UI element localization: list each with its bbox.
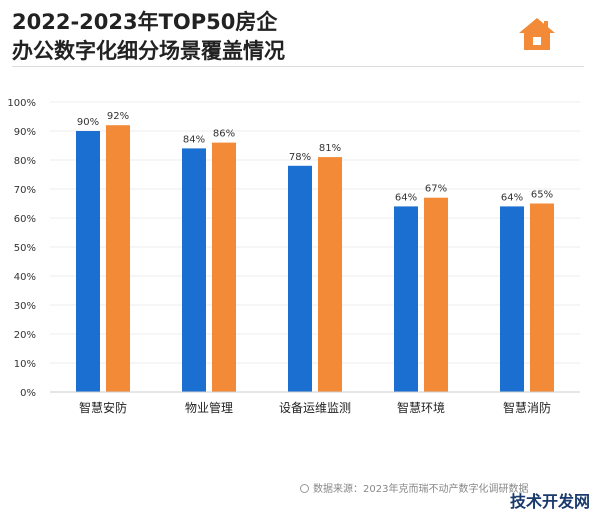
bar [318,157,342,392]
bar-chart: 0% 10% 20% 30% 40% 50% 60% 70% 80% 90% 100% 90% 92%… [7,98,580,415]
data-label: 65% [531,190,553,201]
y-tick-label: 20% [14,330,36,341]
bars: 90% 92% 84% 86% 78% 81% 64% 67% 64% 65% [76,111,554,392]
data-label: 64% [501,192,523,203]
bar [212,142,236,392]
y-tick-label: 70% [14,185,36,196]
x-tick-label: 智慧消防 [503,400,551,415]
bar [106,125,130,392]
data-label: 92% [107,111,129,122]
y-tick-label: 30% [14,301,36,312]
x-axis: 智慧安防 物业管理 设备运维监测 智慧环境 智慧消防 [50,391,580,415]
data-label: 78% [289,152,311,163]
grid-lines [50,101,580,393]
chart-title: 2022-2023年TOP50房企 办公数字化细分场景覆盖情况 [12,8,285,66]
y-tick-label: 50% [14,243,36,254]
data-label: 90% [77,117,99,128]
y-tick-label: 100% [7,98,36,109]
bar [500,206,524,392]
source-note: 数据来源：2023年克而瑞不动产数字化调研数据 [300,480,528,495]
data-label: 84% [183,134,205,145]
y-tick-label: 0% [20,388,36,399]
data-label: 86% [213,129,235,140]
x-tick-label: 智慧环境 [397,400,445,415]
y-tick-label: 80% [14,156,36,167]
y-tick-label: 60% [14,214,36,225]
x-tick-label: 设备运维监测 [279,401,351,415]
data-label: 64% [395,192,417,203]
title-divider [12,66,584,67]
title-line-1: 2022-2023年TOP50房企 [12,10,278,34]
y-axis: 0% 10% 20% 30% 40% 50% 60% 70% 80% 90% 100% [7,98,36,399]
data-label: 67% [425,184,447,195]
house-icon [519,18,555,50]
watermark-badge: 技术开发网 [509,492,590,511]
bar [394,206,418,392]
source-text: 数据来源：2023年克而瑞不动产数字化调研数据 [313,484,529,495]
x-tick-label: 物业管理 [185,400,233,415]
bar [76,131,100,392]
data-label: 81% [319,143,341,154]
bar [424,197,448,392]
x-tick-label: 智慧安防 [79,400,127,415]
bar [288,165,312,392]
bar [530,203,554,392]
y-tick-label: 10% [14,359,36,370]
info-icon [300,484,309,493]
y-tick-label: 40% [14,272,36,283]
y-tick-label: 90% [14,127,36,138]
title-line-2: 办公数字化细分场景覆盖情况 [12,39,285,63]
bar [182,148,206,392]
